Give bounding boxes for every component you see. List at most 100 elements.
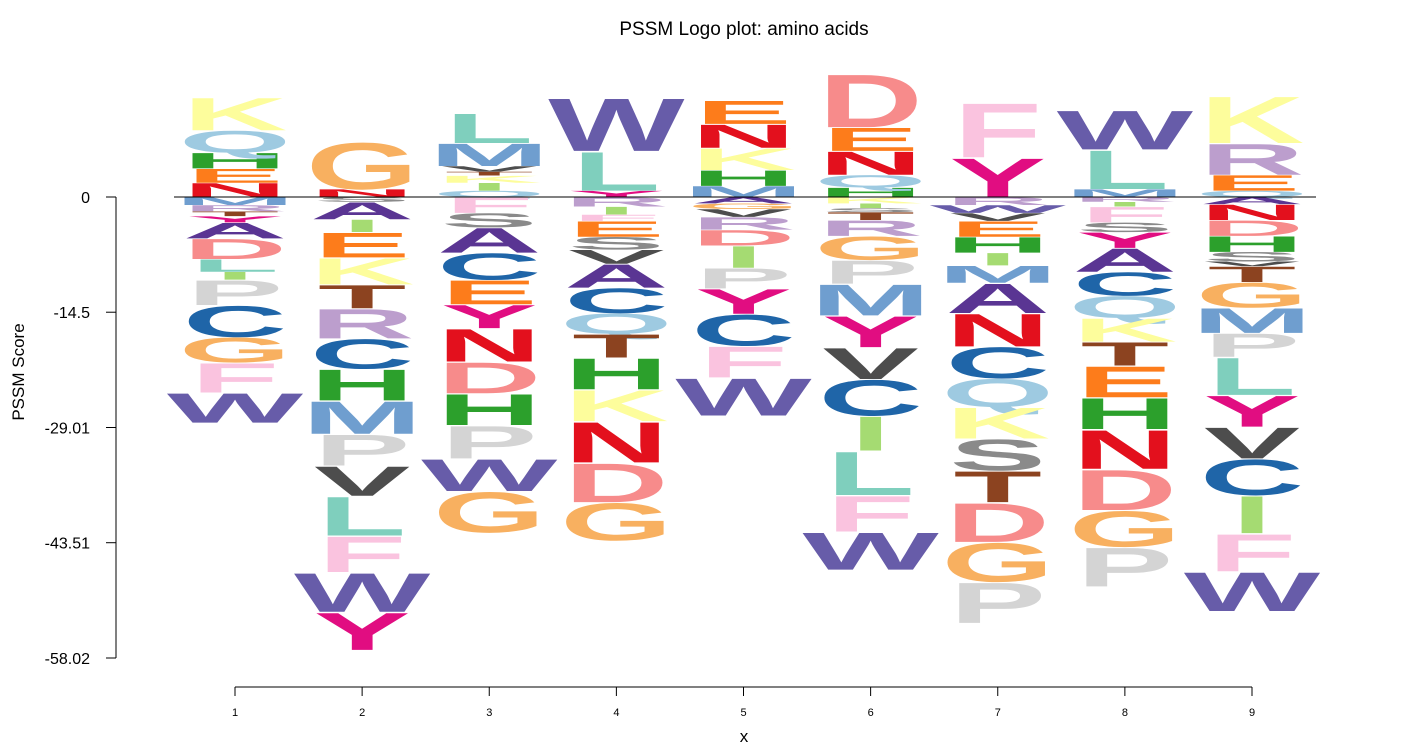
logo-letter-w: W: [1057, 100, 1194, 162]
logo-letter-y: Y: [695, 282, 791, 322]
logo-letter-w: W: [421, 450, 557, 501]
logo-letter-h: H: [1200, 232, 1304, 257]
logo-letter-t: T: [191, 210, 279, 217]
logo-letter-r: R: [818, 216, 922, 241]
logo-letter-q: Q: [560, 308, 672, 340]
logo-letter-y: Y: [568, 189, 664, 199]
logo-letter-h: H: [691, 166, 795, 191]
logo-letter-g: G: [560, 492, 672, 552]
logo-letter-m: M: [683, 183, 803, 200]
logo-letter-c: C: [1200, 449, 1304, 506]
logo-letter-s: S: [568, 233, 664, 253]
logo-letter-d: D: [183, 233, 287, 265]
logo-letter-q: Q: [433, 189, 545, 199]
logo-letter-e: E: [1204, 170, 1300, 195]
logo-letter-r: R: [691, 214, 795, 234]
logo-letter-g: G: [179, 331, 291, 371]
logo-letter-r: R: [564, 194, 668, 209]
logo-letter-y: Y: [950, 147, 1046, 209]
logo-letter-g: G: [942, 532, 1054, 594]
logo-letter-h: H: [818, 185, 922, 200]
logo-letter-r: R: [310, 300, 414, 347]
chart-title: PSSM Logo plot: amino acids: [619, 19, 868, 40]
logo-letter-n: N: [818, 145, 922, 182]
logo-letter-r: R: [1073, 196, 1177, 203]
logo-letter-e: E: [822, 121, 918, 158]
logo-letter-i: I: [596, 204, 636, 216]
logo-letter-w: W: [802, 522, 939, 582]
logo-letter-l: L: [572, 141, 660, 203]
y-axis-label: PSSM Score: [9, 323, 28, 420]
logo-letter-p: P: [187, 273, 283, 313]
x-tick-label: 6: [868, 707, 874, 719]
logo-letter-n: N: [437, 319, 541, 371]
logo-letter-d: D: [1073, 458, 1177, 523]
logo-letter-i: I: [978, 249, 1018, 269]
logo-letter-m: M: [429, 137, 549, 173]
logo-letter-t: T: [445, 170, 533, 176]
logo-letter-d: D: [946, 492, 1050, 554]
logo-letter-m: M: [938, 261, 1058, 288]
logo-letter-a: A: [1073, 242, 1177, 279]
logo-letter-w: W: [548, 83, 685, 167]
logo-letter-e: E: [441, 273, 537, 311]
logo-letter-e: E: [1077, 357, 1173, 407]
logo-letter-y: Y: [822, 307, 918, 357]
logo-letter-d: D: [818, 60, 922, 144]
x-tick-label: 9: [1249, 707, 1255, 719]
logo-letter-a: A: [183, 218, 287, 243]
logo-letter-c: C: [183, 297, 287, 347]
logo-letter-e: E: [187, 165, 283, 187]
logo-letter-l: L: [445, 105, 533, 152]
logo-letter-r: R: [946, 195, 1050, 207]
logo-letter-g: G: [814, 230, 926, 267]
logo-letter-d: D: [564, 452, 668, 514]
logo-letter-f: F: [699, 337, 787, 387]
logo-letter-d: D: [691, 225, 795, 250]
logo-letter-e: E: [950, 217, 1046, 242]
logo-letter-v: V: [314, 458, 410, 505]
logo-letter-v: V: [441, 165, 537, 174]
logo-letter-k: K: [1200, 83, 1304, 158]
logo-letter-i: I: [851, 202, 891, 209]
logo-glyphs: NEHQKMRTYADLIPCGFWNGSAIEKTRCHMPVLFWYQIKT…: [167, 60, 1321, 662]
logo-letter-c: C: [818, 369, 922, 426]
logo-letter-k: K: [818, 195, 922, 205]
logo-letter-n: N: [1073, 419, 1177, 481]
logo-letter-p: P: [1204, 327, 1300, 364]
logo-letter-i: I: [342, 216, 382, 236]
logo-letter-f: F: [1081, 202, 1169, 227]
logo-letter-c: C: [437, 246, 541, 288]
logo-letter-l: L: [1081, 139, 1169, 201]
logo-letter-h: H: [564, 349, 668, 399]
logo-letter-f: F: [191, 354, 279, 401]
logo-letter-v: V: [695, 207, 791, 219]
logo-letter-p: P: [441, 416, 537, 468]
logo-letter-y: Y: [441, 298, 537, 335]
x-tick-label: 3: [486, 707, 492, 719]
logo-letter-s: S: [441, 209, 537, 231]
logo-letter-w: W: [294, 562, 431, 624]
logo-letter-q: Q: [179, 125, 291, 160]
logo-letter-f: F: [572, 213, 660, 223]
logo-letter-a: A: [310, 197, 414, 224]
logo-letter-s: S: [1204, 249, 1300, 264]
logo-letter-a: A: [691, 195, 795, 205]
logo-letter-l: L: [191, 256, 279, 276]
logo-letter-l: L: [827, 439, 915, 509]
logo-letter-n: N: [310, 187, 414, 199]
logo-letter-i: I: [1232, 485, 1272, 545]
logo-letter-c: C: [1073, 266, 1177, 303]
logo-letter-y: Y: [314, 602, 410, 662]
logo-letter-f: F: [1208, 523, 1296, 583]
logo-letter-c: C: [564, 281, 668, 321]
logo-letter-g: G: [1196, 276, 1308, 316]
logo-letter-k: K: [1073, 312, 1177, 349]
logo-letter-h: H: [946, 232, 1050, 257]
logo-letter-l: L: [1208, 347, 1296, 407]
logo-letter-r: R: [183, 203, 287, 213]
logo-letter-p: P: [314, 425, 410, 475]
logo-letter-q: Q: [1069, 290, 1181, 325]
logo-letter-h: H: [183, 148, 287, 173]
